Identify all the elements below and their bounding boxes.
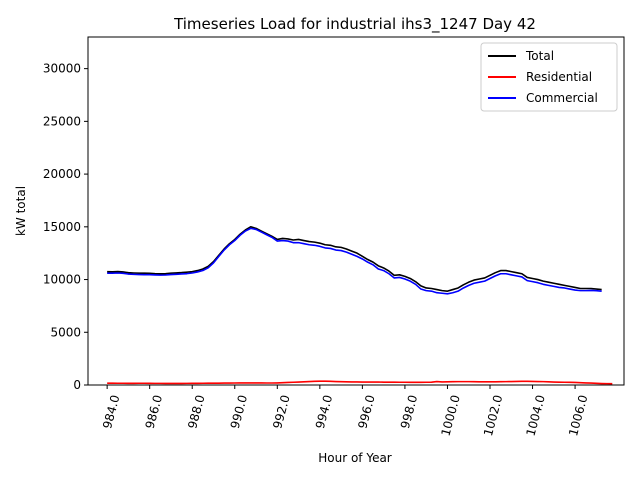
y-tick-label: 30000 (43, 62, 81, 76)
y-axis-label: kW total (14, 186, 28, 236)
legend-label-commercial: Commercial (526, 91, 598, 105)
plot-area (107, 226, 613, 385)
legend-box (480, 42, 618, 112)
legend-label-residential: Residential (526, 70, 592, 84)
y-tick-label: 10000 (43, 273, 81, 287)
y-tick-label: 20000 (43, 167, 81, 181)
chart-title: Timeseries Load for industrial ihs3_1247… (173, 15, 536, 34)
series-line-residential (107, 380, 613, 385)
y-tick-label: 5000 (50, 325, 81, 339)
legend: Total Residential Commercial (480, 42, 618, 112)
plot-frame (87, 36, 625, 386)
legend-label-total: Total (525, 49, 554, 63)
series-line-commercial (107, 227, 602, 295)
y-axis: 0 5000 10000 15000 20000 25000 30000 (43, 62, 88, 392)
y-tick-label: 0 (73, 378, 81, 392)
x-axis-label: Hour of Year (318, 451, 392, 465)
series-line-total (107, 226, 602, 292)
y-tick-label: 25000 (43, 114, 81, 128)
y-tick-label: 15000 (43, 220, 81, 234)
